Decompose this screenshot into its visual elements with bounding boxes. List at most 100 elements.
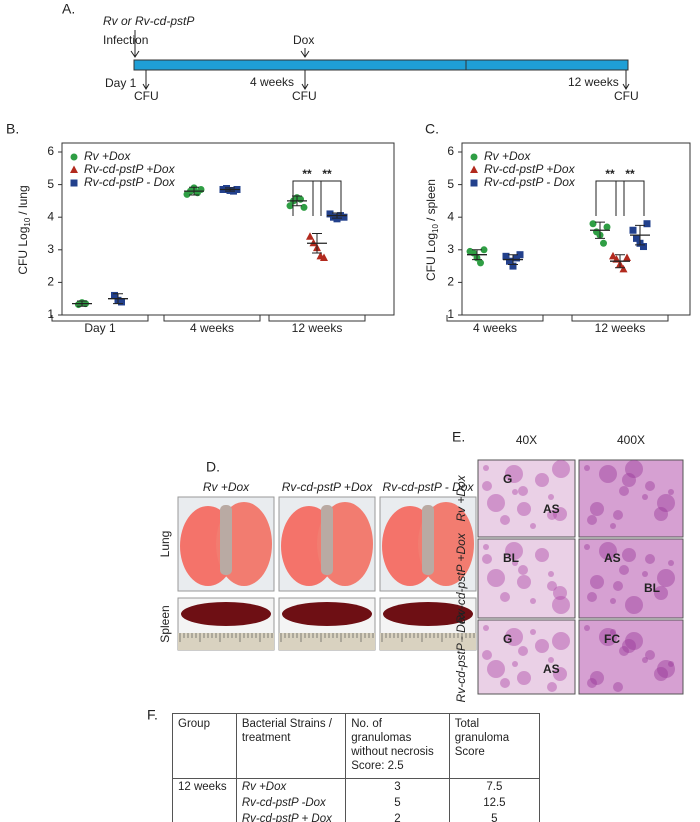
error-bar xyxy=(615,254,625,269)
histology-label: AS xyxy=(543,502,560,516)
panel-label: A. xyxy=(62,1,75,17)
histology-texture xyxy=(487,494,505,512)
error-bar xyxy=(113,293,123,305)
histology-texture xyxy=(547,510,557,520)
significance-bracket xyxy=(595,180,625,216)
histology-texture xyxy=(590,671,604,685)
y-tick-label: 4 xyxy=(447,209,454,223)
table-row: Rv-cd-pstP -Dox 5 12.5 xyxy=(172,795,541,811)
histology-label: BL xyxy=(503,551,519,565)
histology-texture xyxy=(590,575,604,589)
histology-texture xyxy=(552,460,570,478)
histology-image xyxy=(477,538,576,619)
category-bracket xyxy=(163,315,261,322)
histology-texture xyxy=(483,465,489,471)
timeline-note: CFU xyxy=(134,89,159,103)
photo-column-title: Rv +Dox xyxy=(203,480,250,494)
histology-texture xyxy=(654,586,668,600)
significance-bracket xyxy=(615,180,645,216)
table-cell: 5 xyxy=(448,811,541,822)
histology-texture xyxy=(610,598,616,604)
histology-texture xyxy=(657,660,675,678)
histology-texture xyxy=(535,473,549,487)
data-point xyxy=(629,226,637,234)
table-cell: 7.5 xyxy=(448,778,541,795)
histology-texture xyxy=(657,569,675,587)
trachea xyxy=(321,505,333,575)
histology-texture xyxy=(590,502,604,516)
histology-texture xyxy=(642,571,648,577)
histology-texture xyxy=(482,554,492,564)
y-label-main: CFU Log xyxy=(424,233,438,281)
y-tick-label: 6 xyxy=(447,144,454,158)
data-point xyxy=(286,202,294,210)
data-point xyxy=(470,153,478,161)
table-header-cell: Total granuloma Score xyxy=(448,713,541,779)
table-cell: 12.5 xyxy=(448,795,541,811)
data-point xyxy=(111,291,118,299)
y-tick-label: 3 xyxy=(47,242,54,256)
ruler xyxy=(380,633,476,650)
histology-texture xyxy=(483,544,489,550)
histology-texture xyxy=(619,565,629,575)
x-tick-label: 4 weeks xyxy=(190,321,234,335)
timeline-point: 12 weeks xyxy=(568,75,619,89)
timeline-bar xyxy=(133,59,629,71)
histology-texture xyxy=(587,678,597,688)
legend-label: Rv-cd-pstP +Dox xyxy=(484,162,576,176)
error-bar xyxy=(508,254,518,265)
histology-texture xyxy=(512,661,518,667)
legend-label: Rv-cd-pstP +Dox xyxy=(84,162,176,176)
histology-image xyxy=(477,619,576,695)
category-bracket xyxy=(571,315,669,322)
significance-bracket xyxy=(292,180,322,216)
histology-texture xyxy=(599,542,617,560)
plot-frame xyxy=(461,142,691,316)
table-cell: Rv-cd-pstP -Dox xyxy=(235,795,347,811)
panel-label: E. xyxy=(452,429,465,445)
timeline-infection: Infection xyxy=(103,33,148,47)
data-point xyxy=(623,253,631,261)
error-bar xyxy=(332,212,342,219)
error-bar xyxy=(77,300,87,307)
spleen xyxy=(383,602,473,626)
histology-label: G xyxy=(503,632,512,646)
histology-texture xyxy=(584,625,590,631)
histology-texture xyxy=(599,628,617,646)
y-tick-label: 1 xyxy=(447,307,454,321)
histology-texture xyxy=(500,515,510,525)
y-tick-label: 2 xyxy=(447,275,454,289)
histology-texture xyxy=(553,667,567,681)
histology-texture xyxy=(505,628,523,646)
panel-label: C. xyxy=(425,121,439,137)
histology-texture xyxy=(613,510,623,520)
data-point xyxy=(306,232,314,240)
score-table: Group Bacterial Strains / treatment No. of… xyxy=(172,713,541,822)
category-bracket xyxy=(268,315,366,322)
data-point xyxy=(509,262,517,270)
histology-texture xyxy=(548,494,554,500)
data-point xyxy=(320,253,328,261)
histology-label: G xyxy=(503,472,512,486)
table-header-cell: No. of granulomas without necrosis Score… xyxy=(345,713,450,779)
y-tick-label: 4 xyxy=(47,209,54,223)
histology-texture xyxy=(654,507,668,521)
y-tick-label: 3 xyxy=(447,242,454,256)
table-cell: 2 xyxy=(345,811,450,822)
histology-texture xyxy=(668,560,674,566)
legend-label: Rv +Dox xyxy=(84,149,131,163)
histology-texture xyxy=(518,486,528,496)
histology-column-title: 40X xyxy=(516,433,537,447)
histology-texture xyxy=(482,481,492,491)
table-cell: Rv +Dox xyxy=(235,778,347,795)
y-tick-label: 5 xyxy=(447,177,454,191)
histology-texture xyxy=(547,581,557,591)
photo-column-title: Rv-cd-pstP +Dox xyxy=(282,480,374,494)
histology-texture xyxy=(518,646,528,656)
histology-column-title: 400X xyxy=(617,433,645,447)
histology-texture xyxy=(587,592,597,602)
error-bar xyxy=(225,187,235,192)
histology-texture xyxy=(642,657,648,663)
